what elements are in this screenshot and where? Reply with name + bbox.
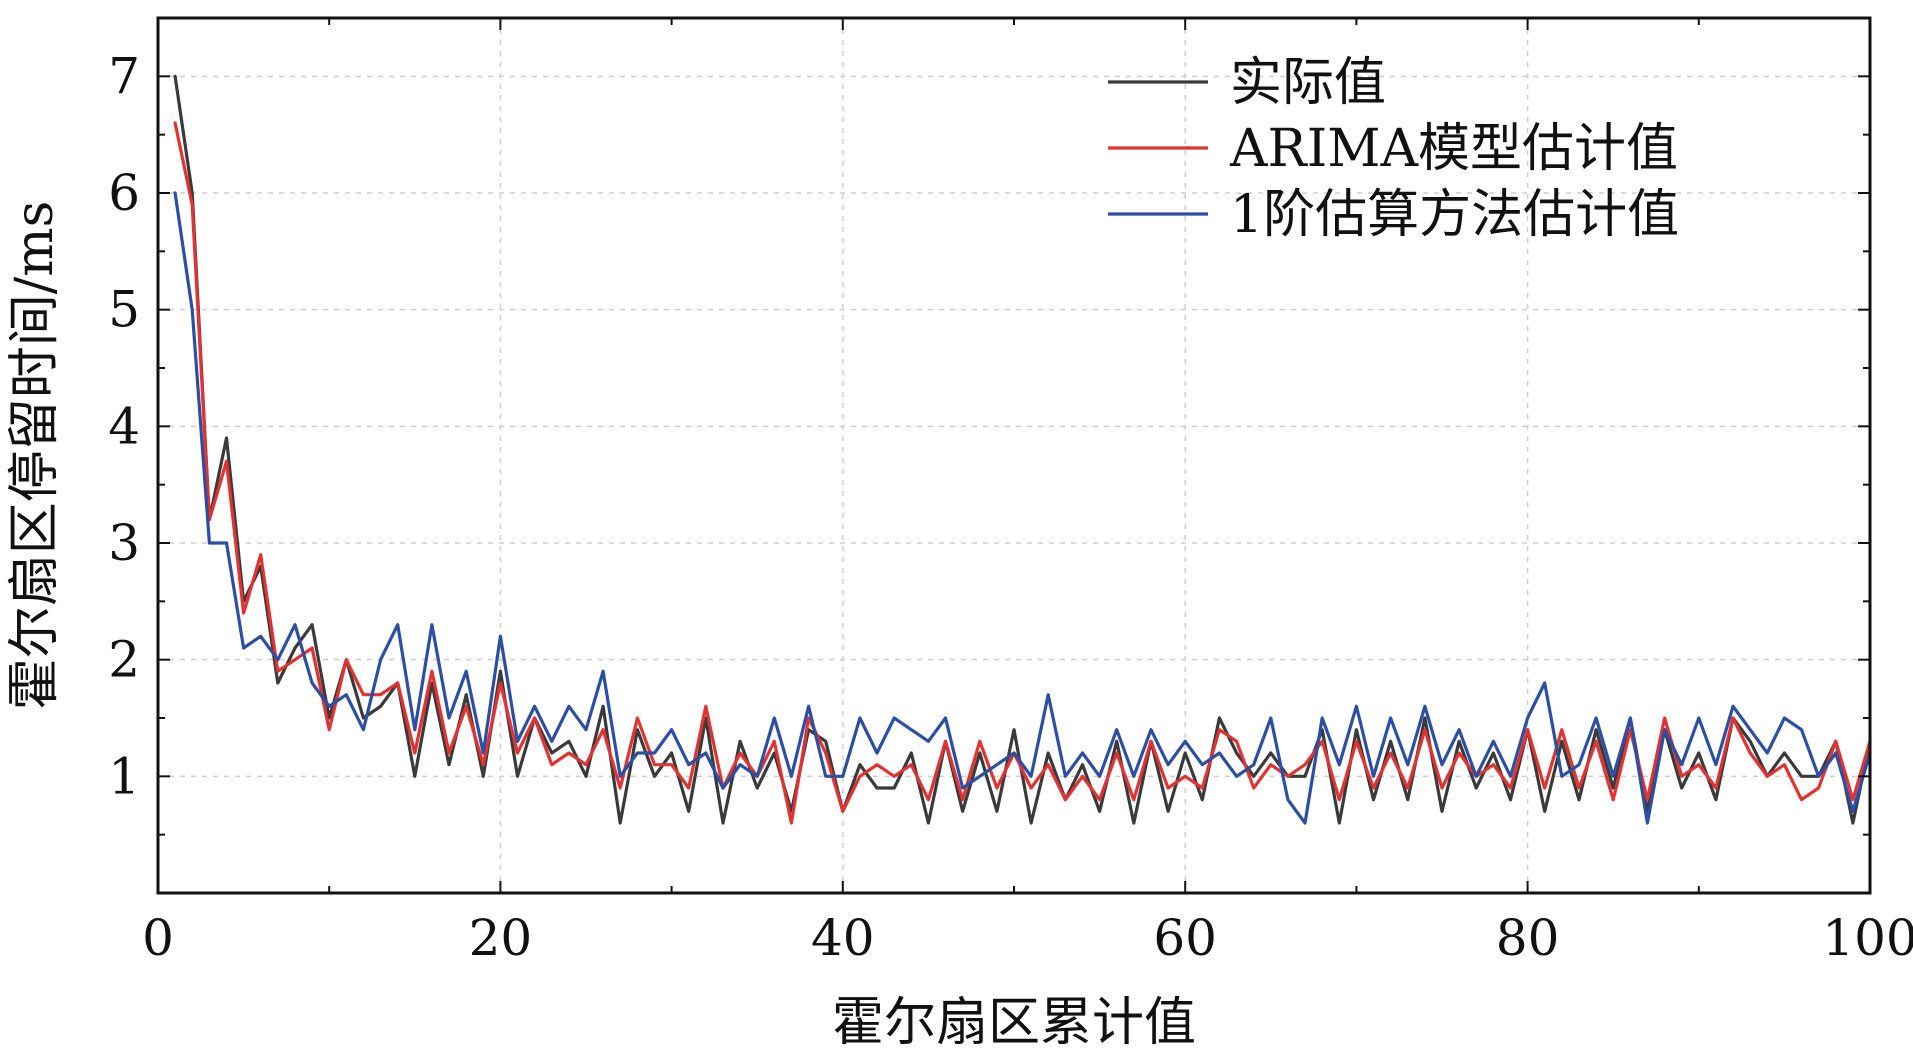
y-tick-label: 2 bbox=[108, 631, 140, 689]
x-tick-label: 40 bbox=[811, 909, 875, 967]
series-line-3 bbox=[173, 191, 1872, 825]
y-tick-label: 3 bbox=[108, 514, 140, 572]
tick-labels: 0 20 40 60 80 100 1 2 3 4 5 6 7 bbox=[108, 47, 1913, 967]
x-tick-label: 0 bbox=[142, 909, 174, 967]
x-tick-label: 60 bbox=[1153, 909, 1217, 967]
x-axis-title: 霍尔扇区累计值 bbox=[832, 993, 1196, 1053]
x-tick-label: 80 bbox=[1496, 909, 1560, 967]
y-tick-label: 5 bbox=[108, 281, 140, 339]
y-axis-title: 霍尔扇区停留时间/ms bbox=[5, 201, 65, 711]
legend-label-2: ARIMA模型估计值 bbox=[1229, 119, 1678, 179]
y-tick-label: 4 bbox=[108, 397, 140, 455]
y-tick-label: 7 bbox=[108, 47, 140, 105]
y-tick-label: 1 bbox=[108, 747, 140, 805]
axis-ticks bbox=[157, 18, 1871, 893]
legend-label-3: 1阶估算方法估计值 bbox=[1230, 185, 1679, 245]
series-line-2 bbox=[173, 121, 1872, 825]
y-tick-label: 6 bbox=[108, 164, 140, 222]
x-tick-label: 20 bbox=[469, 909, 533, 967]
grid bbox=[158, 18, 1870, 893]
series-layer bbox=[173, 74, 1872, 825]
x-tick-label: 100 bbox=[1822, 909, 1913, 967]
legend-label-1: 实际值 bbox=[1230, 53, 1386, 113]
